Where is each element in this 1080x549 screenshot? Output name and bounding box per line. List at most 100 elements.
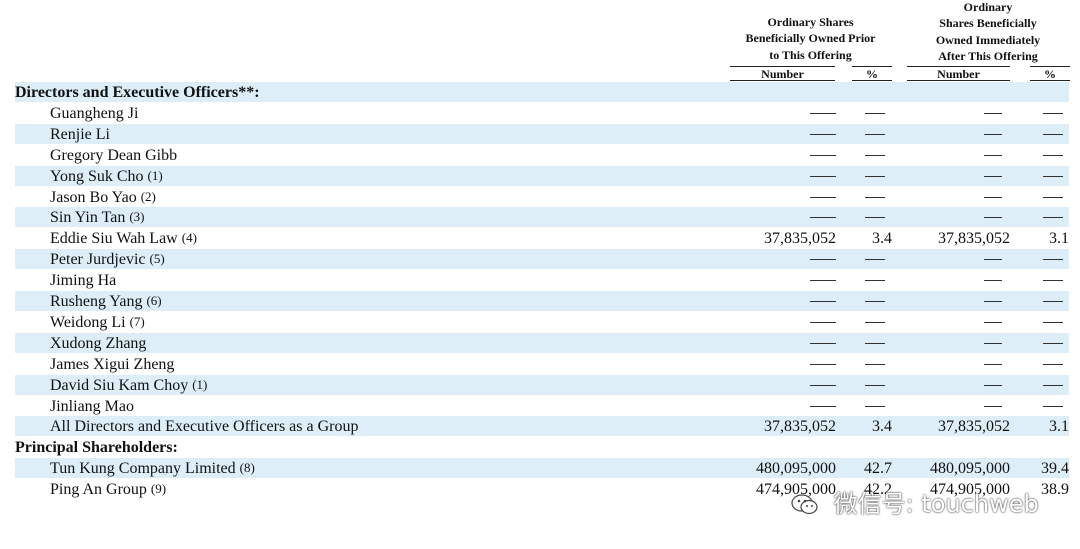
nil-dash-text: — (865, 312, 885, 332)
header-prior-percent: % (852, 66, 892, 81)
nil-dash-text: — (984, 145, 1002, 165)
table-row: Jason Bo Yao (2) — — — — (15, 187, 1069, 207)
nil-dash: — (865, 259, 885, 261)
nil-dash-text: — (810, 207, 836, 227)
nil-dash: — (1043, 154, 1063, 156)
holder-name-text: Jinliang Mao (50, 397, 134, 415)
nil-dash-text: — (865, 145, 885, 165)
nil-dash: — (1043, 196, 1063, 198)
header-underline-2 (852, 80, 892, 81)
footnote-ref: (7) (129, 313, 145, 329)
nil-dash: — (810, 196, 836, 198)
nil-dash: — (984, 384, 1002, 386)
footnote-ref: (6) (146, 293, 162, 308)
nil-dash-text: — (1043, 145, 1063, 165)
share-count: 480,095,000 (930, 460, 1010, 478)
share-count: 37,835,052 (764, 418, 836, 436)
holder-name-text: Rusheng Yang (50, 293, 143, 310)
nil-dash: — (865, 133, 885, 135)
section-title: Directors and Executive Officers**: (15, 82, 260, 103)
nil-dash: — (810, 405, 836, 407)
nil-dash-text: — (984, 291, 1002, 311)
share-count: 37,835,052 (938, 230, 1010, 248)
holder-name: Sin Yin Tan (3) (50, 207, 145, 228)
header-after-offering: Ordinary Shares Beneficially Owned Immed… (906, 0, 1070, 64)
table-row: Yong Suk Cho (1) — — — — (15, 165, 1069, 187)
holder-name-text: Peter Jurdjevic (50, 251, 146, 269)
holder-name: Peter Jurdjevic (5) (50, 249, 165, 270)
holder-name: Guangheng Ji (50, 103, 138, 124)
nil-dash: — (865, 217, 885, 219)
header-prior-number: Number (730, 66, 835, 81)
nil-dash-text: — (1043, 207, 1063, 227)
nil-dash-text: — (1043, 249, 1063, 269)
header-underline-1 (730, 80, 835, 81)
table-row: Weidong Li (7) — — — — (15, 312, 1069, 332)
nil-dash-text: — (1043, 166, 1063, 186)
table-row: Tun Kung Company Limited (8) 480,095,000 4… (15, 458, 1069, 479)
holder-name-text: Jason Bo Yao (50, 188, 137, 206)
holder-name: Yong Suk Cho (1) (50, 166, 163, 187)
table-row: Peter Jurdjevic (5) — — — — (15, 249, 1069, 270)
nil-dash: — (984, 342, 1002, 344)
holder-name: James Xigui Zheng (50, 354, 174, 375)
holder-name: Tun Kung Company Limited (8) (50, 458, 255, 479)
nil-dash: — (810, 363, 836, 365)
holder-name: Weidong Li (7) (50, 312, 145, 333)
nil-dash: — (865, 301, 885, 302)
nil-dash: — (984, 175, 1002, 177)
holder-name-text: David Siu Kam Choy (50, 376, 189, 394)
nil-dash-text: — (1043, 312, 1063, 332)
nil-dash-text: — (865, 291, 885, 311)
share-percent: 42.2 (864, 481, 892, 499)
nil-dash-text: — (810, 103, 836, 123)
holder-name-text: Gregory Dean Gibb (50, 146, 178, 164)
nil-dash: — (984, 133, 1002, 135)
footnote-ref: (9) (150, 481, 167, 497)
nil-dash: — (984, 405, 1002, 407)
nil-dash: — (1043, 342, 1063, 344)
nil-dash: — (865, 342, 885, 344)
table-row: All Directors and Executive Officers as … (15, 416, 1069, 437)
holder-name: Xudong Zhang (50, 333, 146, 354)
nil-dash-text: — (984, 354, 1002, 374)
holder-name: All Directors and Executive Officers as … (50, 416, 358, 437)
nil-dash-text: — (810, 354, 836, 374)
nil-dash-text: — (865, 354, 885, 374)
holder-name: Ping An Group (9) (50, 479, 166, 500)
header-underline-3 (907, 80, 1010, 81)
nil-dash-text: — (984, 249, 1002, 269)
holder-name: Eddie Siu Wah Law (4) (50, 228, 197, 249)
section-header-row: Principal Shareholders: (15, 437, 1069, 457)
share-percent: 3.1 (1049, 230, 1069, 248)
nil-dash-text: — (984, 207, 1002, 227)
nil-dash: — (1043, 217, 1063, 219)
holder-name-text: Xudong Zhang (50, 334, 147, 352)
nil-dash: — (810, 133, 836, 135)
section-header-row: Directors and Executive Officers**: (15, 82, 1069, 102)
nil-dash-text: — (865, 124, 885, 144)
share-percent: 3.4 (872, 230, 892, 248)
holder-name-text: Weidong Li (50, 313, 126, 331)
nil-dash-text: — (984, 103, 1002, 123)
nil-dash: — (1043, 301, 1063, 302)
nil-dash-text: — (865, 103, 885, 123)
footnote-ref: (5) (149, 251, 165, 267)
footnote-ref: (4) (181, 230, 197, 246)
holder-name-text: Ping An Group (50, 481, 147, 499)
wechat-watermark: 微信号: touchweb (790, 484, 1039, 520)
footnote-ref: (1) (147, 167, 163, 183)
nil-dash-text: — (810, 187, 836, 207)
nil-dash: — (984, 321, 1002, 323)
table-row: Rusheng Yang (6) — — — — (15, 291, 1069, 311)
holder-name: Jason Bo Yao (2) (50, 187, 156, 208)
nil-dash-text: — (810, 166, 836, 186)
holder-name-text: James Xigui Zheng (50, 355, 175, 373)
holder-name: Rusheng Yang (6) (50, 291, 162, 312)
nil-dash-text: — (1043, 291, 1063, 311)
nil-dash-text: — (1043, 354, 1063, 374)
header-after-line-2: Shares Beneficially (939, 16, 1037, 31)
table-row: Jinliang Mao — — — — (15, 396, 1069, 416)
header-after-percent: % (1030, 66, 1070, 81)
nil-dash-text: — (984, 312, 1002, 332)
